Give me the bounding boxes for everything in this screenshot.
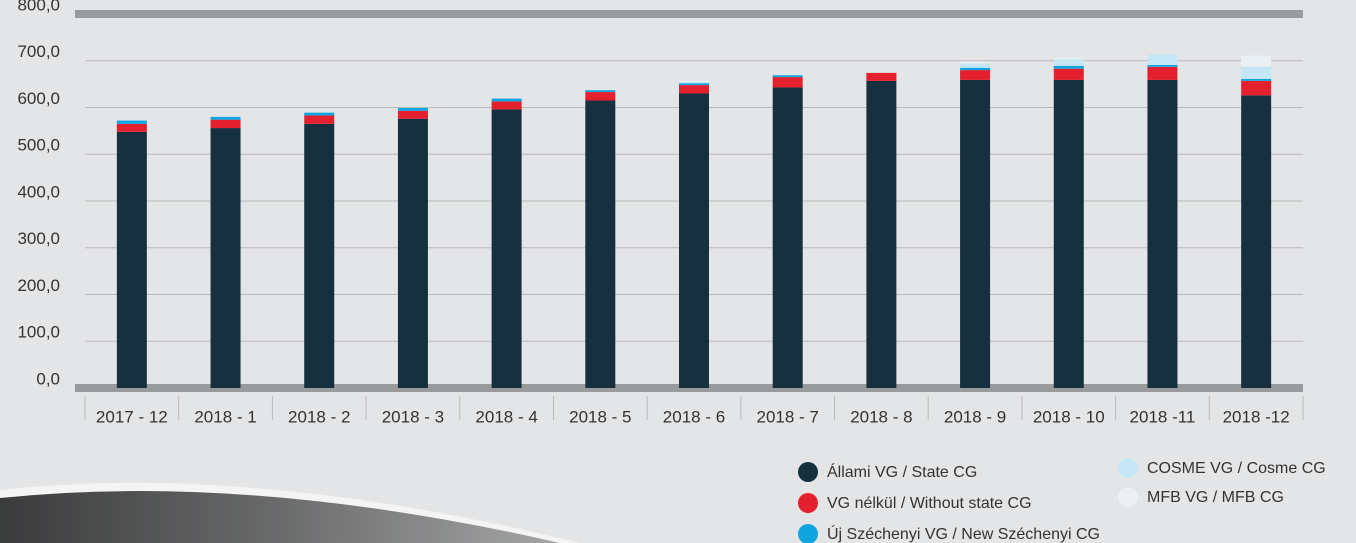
y-tick-label: 200,0 [17, 276, 60, 295]
legend-marker [798, 493, 818, 513]
bar-segment [492, 99, 522, 102]
bar-segment [211, 117, 241, 120]
x-tick-label: 2018 - 5 [569, 407, 631, 426]
legend-label: COSME VG / Cosme CG [1147, 460, 1326, 477]
legend-marker [1118, 487, 1138, 507]
bar-segment [304, 113, 334, 116]
bar-segment [398, 119, 428, 388]
bar-segment [960, 64, 990, 68]
legend-marker [798, 462, 818, 482]
bar-segment [679, 83, 709, 85]
bar-segment [1054, 69, 1084, 80]
y-tick-label: 300,0 [17, 229, 60, 248]
bar-segment [866, 81, 896, 388]
x-tick-label: 2018 - 3 [382, 407, 444, 426]
x-tick-label: 2018 - 8 [850, 407, 912, 426]
x-tick-label: 2018 - 10 [1033, 407, 1105, 426]
y-tick-label: 0,0 [36, 369, 60, 388]
bar-segment [960, 68, 990, 70]
bar-segment [398, 111, 428, 119]
y-tick-label: 500,0 [17, 136, 60, 155]
bar-segment [1147, 55, 1177, 65]
x-tick-label: 2017 - 12 [96, 407, 168, 426]
bar-segment [492, 109, 522, 388]
legend-label: Új Széchenyi VG / New Széchenyi CG [827, 524, 1100, 543]
x-tick-label: 2018 - 9 [944, 407, 1006, 426]
y-tick-label: 600,0 [17, 89, 60, 108]
bar-segment [304, 124, 334, 388]
bar-segment [1241, 81, 1271, 95]
bar-segment [304, 115, 334, 123]
bar-segment [679, 85, 709, 93]
bar-segment [1241, 95, 1271, 388]
bar-segment [960, 80, 990, 388]
x-tick-label: 2018 - 1 [194, 407, 256, 426]
bar-segment [1241, 67, 1271, 79]
bar-segment [1054, 59, 1084, 66]
x-tick-label: 2018 - 7 [756, 407, 818, 426]
legend-label: VG nélkül / Without state CG [827, 495, 1032, 512]
bar-segment [1147, 67, 1177, 80]
bar-segment [1054, 80, 1084, 388]
bar-segment [585, 92, 615, 100]
bar-segment [398, 108, 428, 111]
chart: 0,0 100,0 200,0 300,0 400,0 500,0 600,0 700,0 80… [0, 0, 1356, 543]
y-tick-label: 100,0 [17, 323, 60, 342]
bar-segment [679, 81, 709, 82]
y-tick-label: 800,0 [17, 0, 60, 14]
bar-segment [585, 100, 615, 388]
y-tick-label: 700,0 [17, 42, 60, 61]
bar-segment [1054, 66, 1084, 69]
bar-segment [866, 73, 896, 81]
x-tick-label: 2018 - 2 [288, 407, 350, 426]
bar-segment [773, 77, 803, 87]
x-tick-label: 2018 -11 [1130, 407, 1196, 426]
bar-segment [960, 70, 990, 80]
bar-segment [492, 101, 522, 109]
x-tick-label: 2018 - 6 [663, 407, 725, 426]
legend-marker [1118, 458, 1138, 478]
bar-segment [773, 75, 803, 77]
bar-segment [1054, 58, 1084, 59]
bar-segment [1147, 80, 1177, 388]
x-tick-label: 2018 - 4 [475, 407, 537, 426]
bar-segment [117, 132, 147, 388]
legend-label: Állami VG / State CG [827, 462, 977, 481]
bar-segment [211, 128, 241, 388]
bar-segment [117, 124, 147, 132]
bar-segment [1147, 65, 1177, 67]
bar-segment [1241, 56, 1271, 67]
bar-segment [211, 120, 241, 128]
legend-label: MFB VG / MFB CG [1147, 489, 1284, 506]
x-tick-label: 2018 -12 [1223, 407, 1290, 426]
bar-segment [585, 90, 615, 92]
bar-segment [679, 82, 709, 83]
bar-segment [960, 62, 990, 63]
bar-segment [773, 87, 803, 388]
y-tick-label: 400,0 [17, 182, 60, 201]
bar-segment [117, 121, 147, 124]
bar-segment [1241, 79, 1271, 81]
bar-segment [679, 93, 709, 388]
